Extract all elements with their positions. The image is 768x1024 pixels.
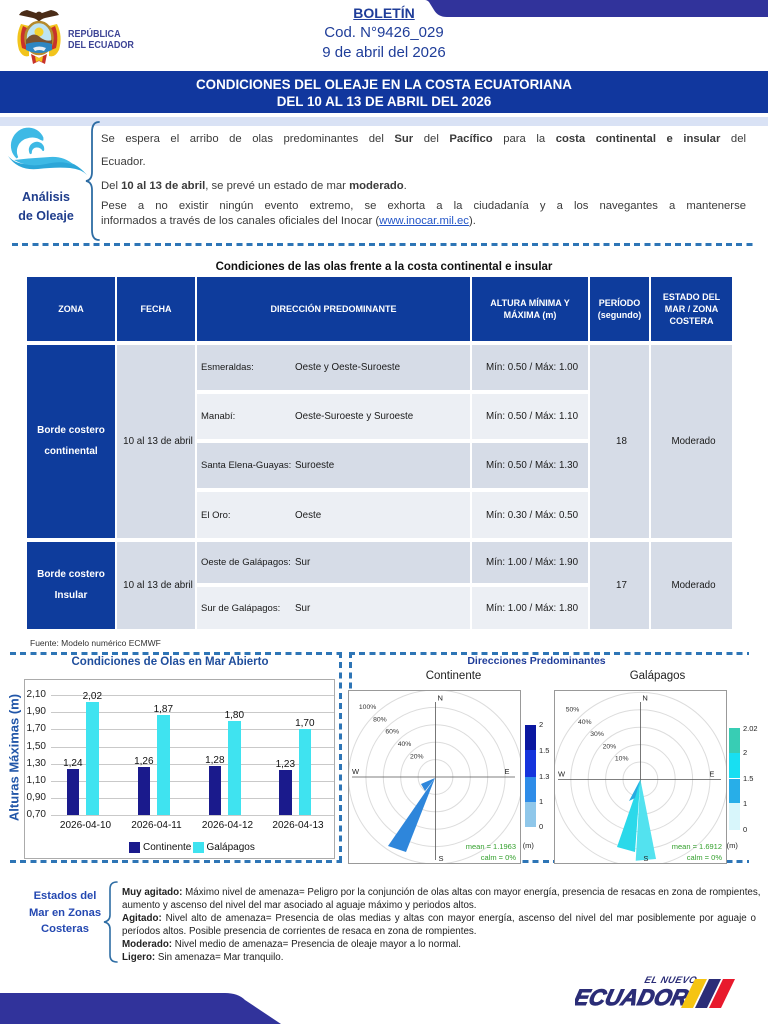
svg-text:EL NUEVO: EL NUEVO [643, 975, 698, 986]
svg-text:20%: 20% [410, 753, 424, 760]
svg-text:40%: 40% [398, 741, 412, 748]
svg-text:40%: 40% [578, 719, 592, 726]
svg-text:E: E [505, 767, 510, 776]
svg-text:80%: 80% [373, 716, 387, 723]
svg-text:50%: 50% [566, 707, 580, 714]
svg-text:10%: 10% [615, 756, 629, 763]
svg-text:calm = 0%: calm = 0% [481, 853, 517, 862]
svg-text:N: N [438, 694, 443, 703]
svg-text:mean = 1.6912: mean = 1.6912 [672, 842, 722, 851]
svg-text:60%: 60% [385, 729, 399, 736]
svg-text:S: S [439, 854, 444, 863]
svg-text:20%: 20% [603, 743, 617, 750]
svg-text:30%: 30% [590, 731, 604, 738]
svg-text:W: W [558, 769, 566, 778]
svg-text:E: E [709, 769, 714, 778]
svg-text:ECUADOR: ECUADOR [575, 984, 692, 1010]
svg-text:S: S [643, 854, 648, 863]
svg-text:W: W [352, 767, 360, 776]
svg-text:mean = 1.1963: mean = 1.1963 [466, 842, 516, 851]
svg-text:100%: 100% [359, 704, 376, 711]
svg-text:N: N [642, 694, 647, 703]
svg-text:calm = 0%: calm = 0% [687, 853, 723, 862]
